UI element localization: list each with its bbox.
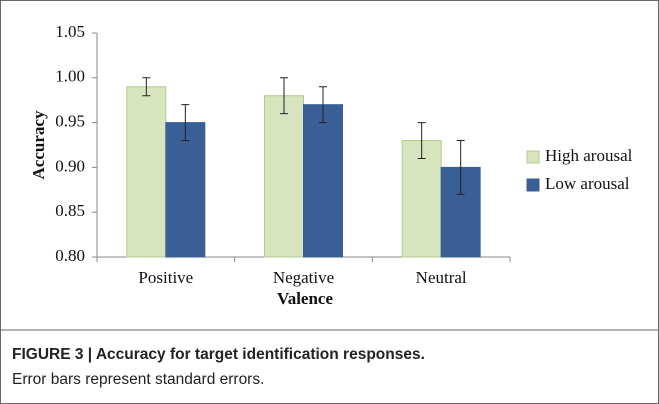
x-tick-label: Negative (273, 268, 334, 287)
caption: FIGURE 3 | Accuracy for target identific… (12, 346, 425, 363)
y-tick-label: 0.95 (55, 112, 85, 131)
legend-swatch (526, 150, 540, 164)
y-tick-label: 0.80 (55, 246, 85, 265)
y-axis-label: Accuracy (29, 110, 48, 179)
caption-title: FIGURE 3 | Accuracy for target identific… (12, 346, 425, 363)
legend-swatch (526, 178, 540, 192)
legend-label: High arousal (545, 146, 633, 165)
error-bar (456, 140, 465, 195)
x-tick-label: Positive (138, 268, 193, 287)
y-tick-label: 0.90 (55, 156, 85, 175)
error-bar (181, 104, 190, 142)
error-bar (319, 86, 327, 124)
y-tick-label: 1.00 (55, 67, 85, 86)
error-bar (417, 122, 426, 159)
x-axis-label: Valence (277, 289, 333, 308)
bar (165, 122, 206, 258)
legend-label: Low arousal (545, 174, 630, 193)
bar (126, 86, 167, 258)
error-bar (280, 77, 288, 115)
caption-text: Error bars represent standard errors. (12, 371, 264, 388)
bar (264, 95, 304, 258)
bar (401, 140, 442, 258)
x-tick-label: Neutral (416, 268, 467, 287)
error-bar (142, 77, 151, 97)
y-tick-label: 1.05 (55, 22, 85, 41)
bar (303, 104, 343, 258)
y-tick-label: 0.85 (55, 201, 85, 220)
